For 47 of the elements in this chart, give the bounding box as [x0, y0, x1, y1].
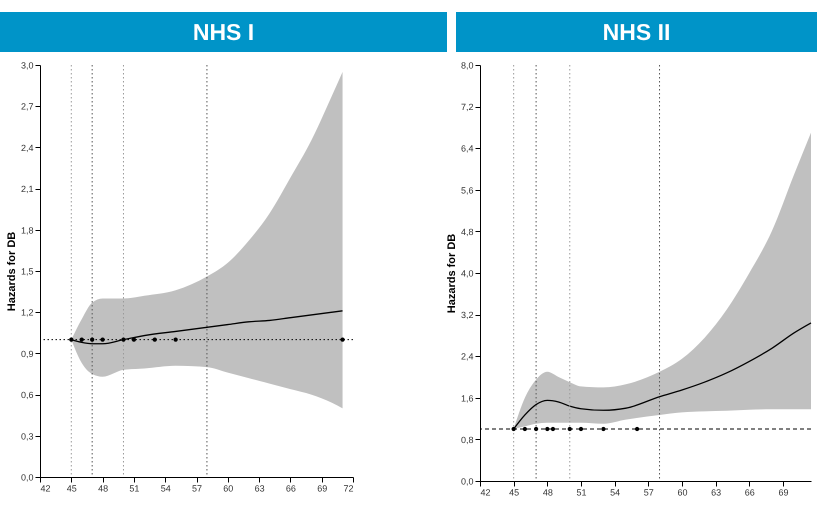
x-tick-label: 63: [711, 488, 722, 498]
y-tick-label: 0,9: [20, 348, 34, 359]
x-tick-label: 42: [40, 484, 51, 494]
x-tick-label: 60: [677, 488, 688, 498]
x-tick-label: 54: [610, 488, 620, 498]
y-tick-label: 1,2: [20, 308, 34, 318]
y-tick-label: 2,4: [460, 352, 474, 362]
y-tick-label: 4,8: [460, 226, 474, 237]
x-tick-label: 66: [286, 484, 296, 494]
x-tick-label: 45: [509, 488, 520, 498]
y-tick-label: 7,2: [460, 102, 474, 112]
x-tick-label: 48: [98, 484, 108, 494]
y-tick-label: 3,0: [20, 60, 34, 70]
y-tick-label: 4,0: [460, 268, 474, 278]
y-tick-label: 0,8: [460, 434, 474, 445]
y-tick-label: 0,0: [20, 472, 34, 482]
y-axis-title: Hazards for DB: [446, 234, 458, 314]
y-tick-label: 0,6: [20, 390, 34, 400]
y-tick-label: 6,4: [460, 144, 474, 154]
x-tick-label: 60: [223, 484, 234, 494]
x-tick-label: 63: [254, 484, 265, 494]
y-tick-label: 2,1: [20, 184, 34, 194]
y-tick-label: 1,6: [460, 393, 474, 404]
x-tick-label: 51: [576, 488, 586, 498]
x-tick-label: 51: [129, 484, 140, 494]
y-tick-label: 1,8: [20, 225, 34, 236]
chart-title: NHS II: [456, 12, 817, 52]
y-tick-label: 8,0: [460, 60, 474, 70]
x-tick-label: 42: [480, 488, 491, 498]
x-tick-label: 57: [644, 488, 654, 498]
x-tick-label: 66: [744, 488, 755, 498]
x-tick-label: 48: [542, 488, 553, 498]
x-tick-label: 72: [343, 484, 354, 494]
y-axis-title: Hazards for DB: [6, 232, 18, 312]
y-tick-label: 2,7: [20, 102, 34, 112]
y-tick-label: 0,3: [20, 431, 34, 442]
x-tick-label: 69: [778, 488, 788, 498]
y-tick-label: 1,5: [20, 266, 34, 276]
x-tick-label: 69: [317, 484, 328, 494]
x-tick-label: 45: [66, 484, 77, 494]
x-tick-label: 54: [160, 484, 171, 494]
y-tick-label: 3,2: [460, 310, 474, 320]
y-tick-label: 5,6: [460, 185, 474, 196]
y-tick-label: 2,4: [20, 142, 34, 153]
y-tick-label: 0,0: [460, 476, 474, 486]
x-tick-label: 57: [192, 484, 202, 494]
chart-title: NHS I: [0, 12, 447, 52]
